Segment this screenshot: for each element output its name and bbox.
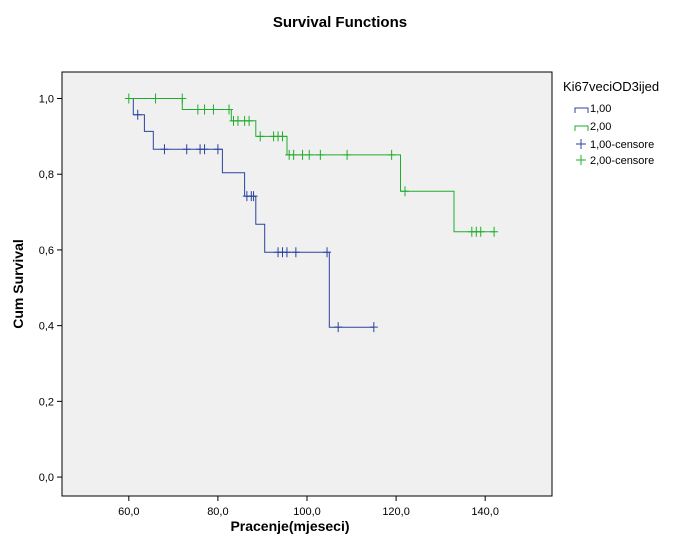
y-axis: 0,0 0,2 0,4 0,6 0,8 1,0 (39, 94, 62, 484)
censor-mark-2 (225, 104, 234, 115)
chart-title: Survival Functions (273, 14, 407, 31)
x-axis: 60,0 80,0 100,0 120,0 140,0 (118, 496, 499, 518)
y-tick-label: 0,6 (39, 245, 54, 257)
censor-mark-2 (209, 104, 218, 115)
legend-swatch-3 (576, 139, 586, 149)
legend-swatch-4 (576, 155, 586, 165)
legend-entry-2: 2,00 (590, 121, 611, 133)
censor-mark-2 (124, 93, 133, 104)
censor-mark-2 (298, 149, 307, 160)
legend: Ki67veciOD3ijed 1,00 2,00 1,00-censore 2… (563, 79, 659, 167)
x-tick-label: 100,0 (293, 506, 321, 518)
legend-swatch-2 (574, 125, 589, 131)
censor-mark-2 (305, 149, 314, 160)
censor-mark-2 (316, 149, 325, 160)
censor-mark-2 (245, 115, 254, 126)
y-tick-label: 0,8 (39, 169, 54, 181)
censor-mark-2 (278, 131, 287, 142)
plot-area (61, 71, 553, 497)
censor-mark-1 (249, 191, 258, 202)
legend-entry-4: 2,00-censore (590, 155, 654, 167)
censor-mark-2 (233, 115, 242, 126)
legend-title: Ki67veciOD3ijed (563, 79, 659, 94)
censor-mark-2 (289, 149, 298, 160)
legend-entry-3: 1,00-censore (590, 139, 654, 151)
censor-mark-2 (343, 149, 352, 160)
censor-mark-1 (369, 322, 378, 333)
y-tick-label: 0,4 (39, 321, 54, 333)
legend-entry-1: 1,00 (590, 103, 611, 115)
censor-mark-2 (387, 149, 396, 160)
censor-mark-2 (178, 93, 187, 104)
censor-mark-1 (200, 144, 209, 155)
censor-mark-2 (490, 226, 499, 237)
series-layer (124, 93, 499, 333)
censor-mark-2 (401, 186, 409, 197)
y-tick-label: 0,0 (39, 472, 54, 484)
x-tick-label: 140,0 (471, 506, 499, 518)
censor-mark-1 (182, 144, 191, 155)
censor-mark-1 (291, 247, 300, 258)
censor-mark-1 (160, 144, 169, 155)
y-tick-label: 0,2 (39, 396, 54, 408)
x-axis-label: Pracenje(mjeseci) (230, 518, 349, 534)
x-tick-label: 60,0 (118, 506, 139, 518)
censor-mark-2 (200, 104, 209, 115)
censor-mark-2 (151, 93, 160, 104)
x-tick-label: 120,0 (382, 506, 410, 518)
x-tick-label: 80,0 (207, 506, 228, 518)
y-axis-label: Cum Survival (10, 239, 26, 328)
censor-mark-1 (133, 109, 142, 120)
censor-mark-2 (476, 226, 485, 237)
y-tick-label: 1,0 (39, 94, 54, 106)
legend-swatch-1 (574, 107, 589, 113)
censor-mark-1 (334, 322, 343, 333)
censor-mark-1 (282, 247, 291, 258)
censor-mark-1 (323, 247, 332, 258)
censor-mark-1 (213, 144, 222, 155)
censor-mark-2 (193, 104, 202, 115)
censor-mark-2 (256, 131, 265, 142)
